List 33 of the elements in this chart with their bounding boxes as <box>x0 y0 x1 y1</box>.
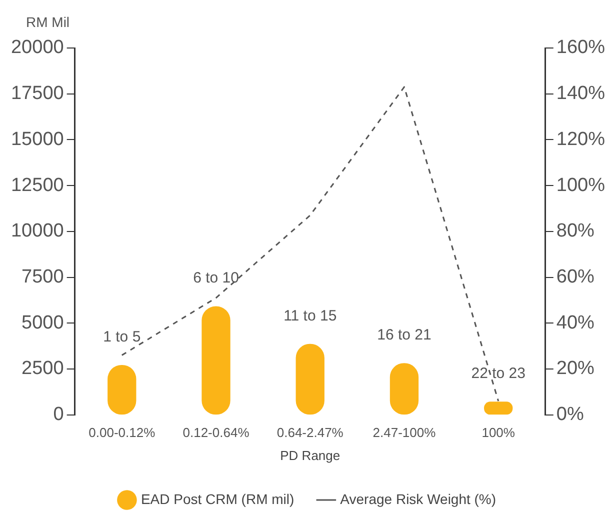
y2-tick-label: 160% <box>556 37 606 58</box>
y-axis-title: RM Mil <box>26 14 70 30</box>
y2-tick-label: 120% <box>556 128 606 150</box>
x-tick-label: 100% <box>482 425 516 440</box>
annotation: 11 to 15 <box>284 307 337 324</box>
y2-tick-label: 40% <box>556 312 595 334</box>
y-tick-label: 0 <box>53 404 64 426</box>
x-tick-label: 0.00-0.12% <box>88 425 156 440</box>
y2-tick-label: 80% <box>556 220 595 242</box>
legend-label: Average Risk Weight (%) <box>340 490 496 507</box>
y2-tick-label: 100% <box>556 174 606 196</box>
y2-tick-label: 20% <box>556 358 595 380</box>
legend-label: EAD Post CRM (RM mil) <box>140 490 294 507</box>
x-tick-label: 0.12-0.64% <box>182 425 250 440</box>
y-tick-label: 20000 <box>10 37 64 58</box>
y-tick-label: 17500 <box>10 83 64 104</box>
y2-tick-label: 60% <box>556 266 595 288</box>
y-tick-label: 7500 <box>22 266 64 288</box>
annotation: 6 to 10 <box>193 270 239 287</box>
y-tick-label: 2500 <box>22 358 64 380</box>
y-tick-label: 5000 <box>22 312 64 334</box>
y2-tick-label: 140% <box>556 83 606 104</box>
x-axis-title: PD Range <box>280 448 340 463</box>
y-tick-label: 10000 <box>10 220 64 242</box>
y2-tick-label: 0% <box>556 404 584 426</box>
y-tick-label: 15000 <box>10 128 64 150</box>
annotation: 16 to 21 <box>377 326 432 344</box>
x-tick-label: 0.64-2.47% <box>276 425 344 440</box>
bar <box>202 306 230 415</box>
annotation: 1 to 5 <box>103 328 141 346</box>
x-tick-label: 2.47-100% <box>372 425 436 440</box>
annotation: 22 to 23 <box>471 365 526 382</box>
y-tick-label: 12500 <box>10 174 64 196</box>
